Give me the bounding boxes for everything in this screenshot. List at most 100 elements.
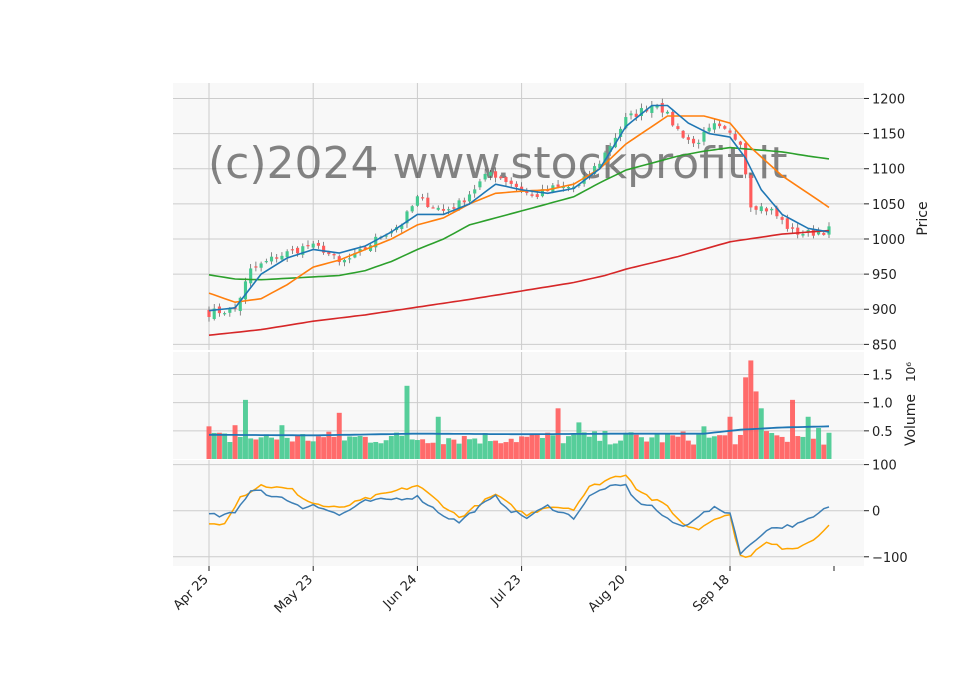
volume-bar xyxy=(425,443,431,459)
candle-body xyxy=(467,194,472,202)
candle-body xyxy=(801,233,805,236)
price-y-tick-label: 1000 xyxy=(872,233,905,248)
candle-body xyxy=(785,218,789,229)
volume-bar xyxy=(711,436,717,459)
volume-bar xyxy=(727,416,733,459)
candle-body xyxy=(447,209,451,211)
volume-bar xyxy=(633,434,639,459)
volume-bar xyxy=(315,436,321,459)
x-tick-label: Apr 25 xyxy=(171,572,212,613)
volume-bar xyxy=(242,399,248,459)
volume-bar xyxy=(592,431,598,459)
osc-slow-line xyxy=(209,474,830,558)
volume-bar xyxy=(732,444,738,459)
volume-bar xyxy=(331,436,337,459)
volume-bar xyxy=(295,435,301,459)
candle-body xyxy=(629,113,633,116)
volume-bar xyxy=(305,440,311,459)
volume-bar xyxy=(216,432,222,459)
volume-bar xyxy=(597,440,603,459)
x-tick-label: Jul 23 xyxy=(487,572,524,609)
volume-bar xyxy=(409,439,415,459)
volume-bar xyxy=(487,441,493,459)
volume-bar xyxy=(404,385,410,459)
volume-bar xyxy=(748,360,754,459)
volume-bar xyxy=(654,433,660,459)
candle-body xyxy=(811,229,815,236)
osc-y-tick-label: 100 xyxy=(872,459,897,474)
candle-body xyxy=(478,181,482,188)
candle-body xyxy=(525,190,529,194)
candle-body xyxy=(566,186,571,189)
volume-bar xyxy=(482,433,488,459)
volume-bar xyxy=(795,436,801,459)
volume-bar xyxy=(467,439,472,459)
candle-body xyxy=(462,200,466,203)
candle-body xyxy=(405,211,409,224)
osc-fast-line xyxy=(208,483,830,556)
volume-bar xyxy=(435,416,441,459)
volume-bar xyxy=(800,436,806,459)
candle-body xyxy=(275,257,279,259)
ma-long-line xyxy=(208,146,830,281)
x-tick-label: May 23 xyxy=(272,572,316,616)
candle-body xyxy=(483,173,487,180)
volume-bar xyxy=(440,444,446,459)
candle-body xyxy=(738,141,742,145)
volume-bar xyxy=(665,433,670,459)
volume-bar xyxy=(539,437,545,459)
candle-body xyxy=(514,183,518,187)
candle-body xyxy=(775,207,779,217)
volume-bar xyxy=(383,440,389,459)
volume-axis-label: Volume xyxy=(903,394,919,446)
candle-body xyxy=(806,230,810,233)
candle-body xyxy=(410,206,414,212)
volume-bar xyxy=(373,441,379,459)
candle-body xyxy=(228,308,232,313)
candle-body xyxy=(457,200,461,209)
candle-body xyxy=(660,103,664,113)
volume-bar xyxy=(581,432,587,459)
volume-bar xyxy=(446,438,452,459)
candle-body xyxy=(780,217,784,220)
candle-body xyxy=(624,117,628,129)
volume-bar xyxy=(717,435,723,459)
volume-bar xyxy=(659,442,665,459)
candle-body xyxy=(733,134,737,140)
volume-bar xyxy=(284,437,290,459)
candle-body xyxy=(718,123,722,127)
x-tick-label: Sep 18 xyxy=(690,572,733,615)
candle-body xyxy=(598,163,602,169)
volume-y-tick-label: 1.0 xyxy=(872,397,893,412)
volume-bar xyxy=(810,438,816,459)
candle-body xyxy=(691,138,696,144)
candle-body xyxy=(473,189,477,194)
volume-bar xyxy=(300,434,306,459)
volume-bar xyxy=(289,441,295,459)
volume-bar xyxy=(784,441,790,459)
candle-body xyxy=(650,105,654,113)
watermark-text: (c)2024 www.stockprofit.it xyxy=(208,138,788,189)
volume-bar xyxy=(378,443,384,459)
candle-body xyxy=(415,196,419,206)
candle-body xyxy=(504,177,508,182)
x-tick-label: Jun 24 xyxy=(380,572,420,612)
volume-bar xyxy=(472,438,478,459)
volume-bar xyxy=(498,443,504,459)
volume-bar xyxy=(248,438,254,459)
candle-body xyxy=(520,186,524,192)
volume-bar xyxy=(534,433,540,459)
volume-bar xyxy=(206,426,212,459)
volume-bar xyxy=(816,428,822,459)
volume-bar xyxy=(607,444,613,459)
candle-body xyxy=(296,247,300,254)
candle-body xyxy=(254,266,258,268)
volume-bar xyxy=(513,442,519,459)
volume-bar xyxy=(326,431,332,459)
price-y-tick-label: 1050 xyxy=(872,198,905,213)
candle-body xyxy=(754,206,758,210)
x-tick-label: Aug 20 xyxy=(585,572,628,615)
candle-body xyxy=(509,180,513,184)
